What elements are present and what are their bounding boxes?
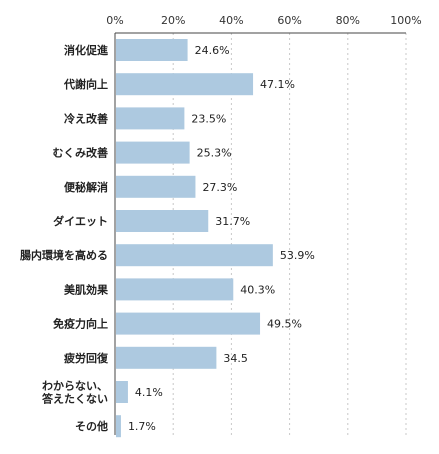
x-tick-label: 40% bbox=[219, 14, 243, 27]
label-layer: 0% 20% 40% 60% 80% 100% 24.6% 消化促進 47.1% 代謝向上 23.5… bbox=[20, 14, 422, 433]
category-label: わからない、 bbox=[42, 380, 108, 393]
bar bbox=[116, 73, 254, 96]
data-label: 49.5% bbox=[267, 318, 302, 331]
x-tick-label: 0% bbox=[106, 14, 123, 27]
category-label: むくみ改善 bbox=[53, 146, 108, 160]
x-tick-label: 20% bbox=[161, 14, 185, 27]
category-label: その他 bbox=[75, 419, 108, 433]
x-tick-label: 100% bbox=[390, 14, 421, 27]
data-label: 40.3% bbox=[240, 283, 275, 296]
category-label: 答えたくない bbox=[42, 392, 108, 406]
bar bbox=[116, 39, 188, 61]
data-label: 24.6% bbox=[195, 44, 230, 57]
grid-layer bbox=[114, 32, 407, 435]
data-label: 25.3% bbox=[197, 147, 232, 160]
category-label: 冷え改善 bbox=[64, 111, 108, 125]
category-label: 美肌効果 bbox=[64, 282, 108, 296]
bar bbox=[116, 107, 185, 130]
bar bbox=[116, 278, 234, 301]
category-label: 腸内環境を高める bbox=[20, 248, 108, 262]
data-label: 1.7% bbox=[128, 420, 156, 433]
bar-layer bbox=[116, 39, 273, 438]
bar bbox=[116, 244, 273, 267]
x-tick-label: 60% bbox=[277, 14, 301, 27]
bar bbox=[116, 210, 209, 232]
data-label: 53.9% bbox=[280, 249, 315, 262]
data-label: 34.5 bbox=[223, 352, 248, 365]
data-label: 47.1% bbox=[260, 78, 295, 91]
bar bbox=[116, 381, 128, 403]
category-label: 免疫力向上 bbox=[53, 317, 108, 331]
bar bbox=[116, 141, 190, 164]
data-label: 4.1% bbox=[135, 386, 163, 399]
bar bbox=[116, 346, 217, 369]
category-label: 代謝向上 bbox=[63, 77, 108, 91]
data-label: 23.5% bbox=[191, 112, 226, 125]
data-label: 27.3% bbox=[202, 181, 237, 194]
category-label: 便秘解消 bbox=[64, 180, 108, 194]
bar bbox=[116, 312, 261, 335]
data-label: 31.7% bbox=[215, 215, 250, 228]
category-label: 消化促進 bbox=[64, 43, 109, 57]
category-label: 疲労回復 bbox=[64, 351, 109, 365]
x-tick-label: 80% bbox=[336, 14, 360, 27]
category-label: ダイエット bbox=[53, 214, 108, 228]
bar bbox=[116, 175, 196, 198]
bar bbox=[116, 415, 121, 438]
